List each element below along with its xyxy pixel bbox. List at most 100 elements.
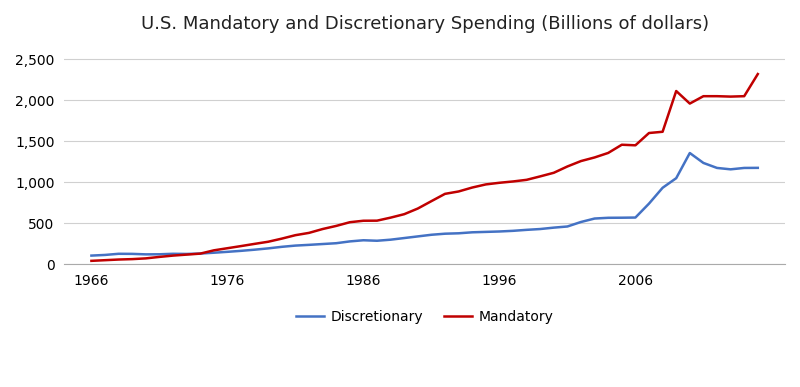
Discretionary <box>399 236 409 240</box>
Mandatory <box>114 257 123 262</box>
Discretionary <box>114 252 123 256</box>
Discretionary <box>426 233 436 237</box>
Mandatory <box>576 159 586 163</box>
Mandatory <box>658 130 667 134</box>
Discretionary <box>494 229 504 234</box>
Discretionary <box>617 216 626 220</box>
Discretionary <box>182 252 191 256</box>
Mandatory <box>209 248 218 253</box>
Discretionary <box>100 253 110 257</box>
Discretionary <box>726 167 735 172</box>
Mandatory <box>141 256 150 261</box>
Discretionary <box>685 151 694 155</box>
Mandatory <box>345 220 354 224</box>
Mandatory <box>440 192 450 196</box>
Discretionary <box>467 230 477 235</box>
Discretionary <box>345 239 354 244</box>
Discretionary <box>304 243 314 247</box>
Discretionary <box>127 252 137 256</box>
Title: U.S. Mandatory and Discretionary Spending (Billions of dollars): U.S. Mandatory and Discretionary Spendin… <box>141 15 709 33</box>
Discretionary <box>386 237 395 242</box>
Mandatory <box>250 241 259 246</box>
Discretionary <box>277 245 286 249</box>
Discretionary <box>168 252 178 256</box>
Discretionary <box>698 161 708 165</box>
Discretionary <box>671 176 681 180</box>
Discretionary <box>154 252 164 257</box>
Discretionary <box>549 225 558 230</box>
Mandatory <box>454 189 463 194</box>
Discretionary <box>644 201 654 206</box>
Mandatory <box>168 253 178 258</box>
Mandatory <box>277 236 286 241</box>
Line: Mandatory: Mandatory <box>91 74 758 261</box>
Discretionary <box>413 234 422 239</box>
Discretionary <box>562 224 572 229</box>
Mandatory <box>290 233 300 238</box>
Mandatory <box>195 251 205 256</box>
Mandatory <box>753 72 762 76</box>
Mandatory <box>535 174 545 179</box>
Discretionary <box>712 166 722 170</box>
Discretionary <box>603 216 613 220</box>
Discretionary <box>236 248 246 253</box>
Mandatory <box>358 218 368 223</box>
Mandatory <box>467 185 477 190</box>
Discretionary <box>209 250 218 255</box>
Discretionary <box>522 228 531 232</box>
Mandatory <box>644 131 654 135</box>
Mandatory <box>222 246 232 250</box>
Mandatory <box>386 215 395 220</box>
Mandatory <box>698 94 708 99</box>
Discretionary <box>263 246 273 251</box>
Mandatory <box>86 259 96 263</box>
Mandatory <box>726 94 735 99</box>
Mandatory <box>236 244 246 248</box>
Legend: Discretionary, Mandatory: Discretionary, Mandatory <box>290 305 559 330</box>
Mandatory <box>712 94 722 99</box>
Discretionary <box>454 231 463 236</box>
Discretionary <box>508 228 518 233</box>
Mandatory <box>671 89 681 93</box>
Discretionary <box>318 242 327 247</box>
Discretionary <box>290 243 300 248</box>
Mandatory <box>399 212 409 216</box>
Discretionary <box>331 241 341 245</box>
Discretionary <box>358 238 368 243</box>
Mandatory <box>603 151 613 155</box>
Discretionary <box>630 215 640 220</box>
Mandatory <box>508 179 518 184</box>
Mandatory <box>549 170 558 175</box>
Mandatory <box>182 252 191 257</box>
Discretionary <box>590 216 599 221</box>
Mandatory <box>562 164 572 169</box>
Discretionary <box>576 220 586 224</box>
Mandatory <box>590 155 599 160</box>
Discretionary <box>250 247 259 252</box>
Line: Discretionary: Discretionary <box>91 153 758 255</box>
Discretionary <box>195 251 205 256</box>
Mandatory <box>630 143 640 147</box>
Mandatory <box>154 255 164 259</box>
Mandatory <box>522 178 531 182</box>
Mandatory <box>426 199 436 204</box>
Discretionary <box>739 166 749 170</box>
Discretionary <box>481 229 490 234</box>
Mandatory <box>331 224 341 228</box>
Mandatory <box>372 218 382 223</box>
Mandatory <box>494 180 504 185</box>
Mandatory <box>481 182 490 187</box>
Mandatory <box>127 257 137 262</box>
Mandatory <box>304 231 314 235</box>
Mandatory <box>617 142 626 147</box>
Discretionary <box>658 185 667 190</box>
Mandatory <box>413 206 422 211</box>
Mandatory <box>739 94 749 99</box>
Discretionary <box>222 250 232 254</box>
Mandatory <box>318 227 327 231</box>
Discretionary <box>141 252 150 257</box>
Discretionary <box>86 253 96 258</box>
Discretionary <box>535 227 545 231</box>
Mandatory <box>263 240 273 244</box>
Discretionary <box>372 238 382 243</box>
